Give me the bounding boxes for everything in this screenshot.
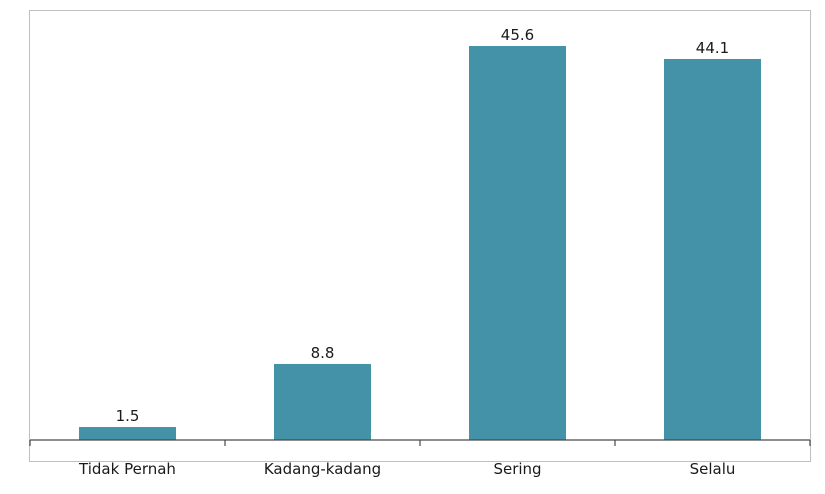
bar-selalu: [664, 59, 761, 440]
bar-sering: [469, 46, 566, 440]
data-label-kadang-kadang: 8.8: [311, 344, 335, 362]
data-label-sering: 45.6: [501, 26, 534, 44]
x-tick-label-selalu: Selalu: [690, 460, 736, 478]
x-tick-label-tidak-pernah: Tidak Pernah: [78, 460, 176, 478]
data-label-selalu: 44.1: [696, 39, 729, 57]
x-tick-label-sering: Sering: [493, 460, 541, 478]
x-tick-label-kadang-kadang: Kadang-kadang: [264, 460, 381, 478]
bars-layer: [79, 46, 761, 440]
bar-tidak-pernah: [79, 427, 176, 440]
data-label-tidak-pernah: 1.5: [116, 407, 140, 425]
bar-kadang-kadang: [274, 364, 371, 440]
x-tick-labels-layer: Tidak Pernah Kadang-kadang Sering Selalu: [78, 460, 735, 478]
x-ticks-layer: [30, 440, 810, 446]
data-labels-layer: 1.5 8.8 45.6 44.1: [116, 26, 730, 425]
